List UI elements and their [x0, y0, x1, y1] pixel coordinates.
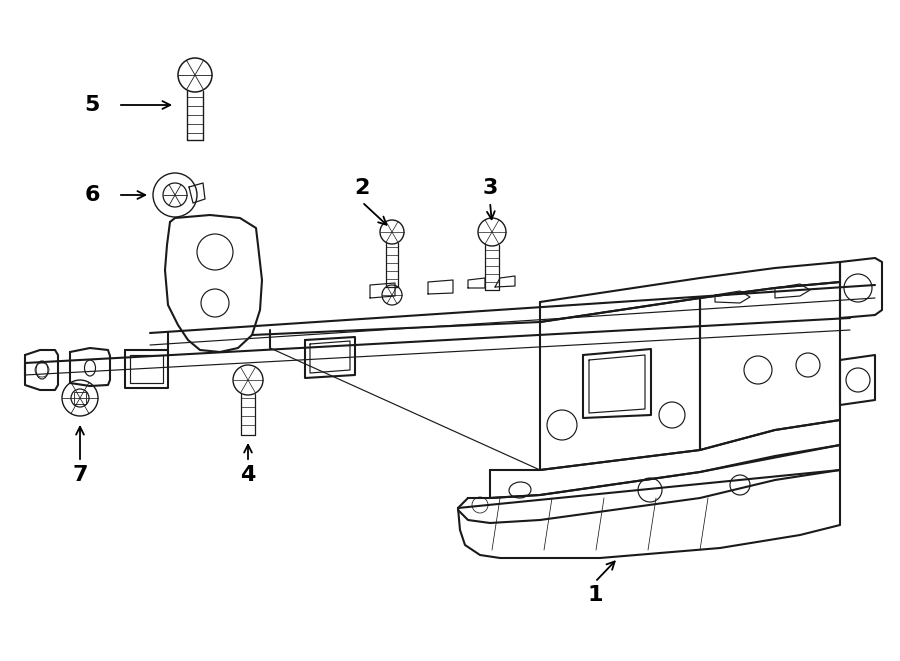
Text: 1: 1	[587, 585, 603, 605]
Text: 3: 3	[482, 178, 498, 198]
Text: 7: 7	[72, 465, 88, 485]
Text: 2: 2	[355, 178, 370, 198]
Text: 5: 5	[85, 95, 100, 115]
Text: 6: 6	[85, 185, 100, 205]
Bar	[74, 392, 86, 404]
Text: 4: 4	[240, 465, 256, 485]
